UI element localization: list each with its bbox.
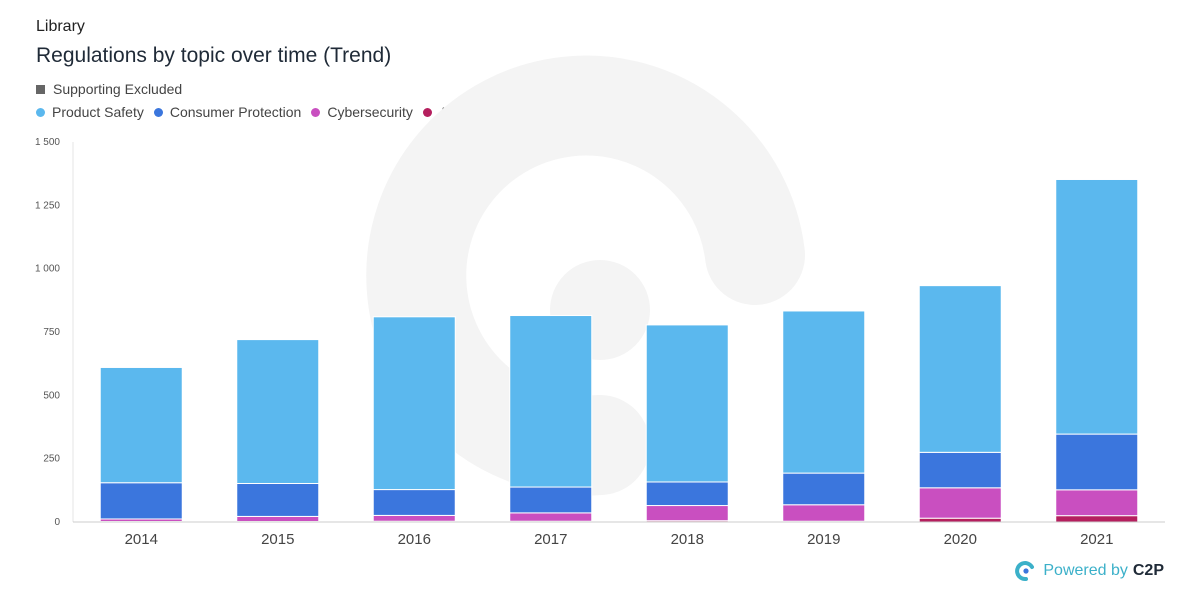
bar-product-safety-2015 bbox=[236, 339, 320, 484]
bar-consumer-protection-2020 bbox=[918, 451, 1002, 489]
bar-cybersecurity-2017 bbox=[509, 512, 593, 522]
bar-cybersecurity-2018 bbox=[645, 505, 729, 522]
c2p-brand: C2P bbox=[1132, 562, 1164, 579]
bar-product-safety-2016 bbox=[372, 316, 456, 491]
bar-cybersecurity-2021 bbox=[1055, 489, 1139, 517]
x-tick-label: 2018 bbox=[671, 531, 704, 548]
y-tick-label: 500 bbox=[43, 390, 60, 401]
x-axis: 2014 2015 2016 2017 2018 2019 2020 2021 bbox=[73, 521, 1165, 548]
page-header: Library Regulations by topic over time (… bbox=[36, 18, 391, 68]
bar-consumer-protection-2016 bbox=[372, 489, 456, 516]
square-icon bbox=[36, 84, 45, 94]
bar-consumer-protection-2021 bbox=[1055, 433, 1139, 491]
bar-consumer-protection-2015 bbox=[236, 482, 320, 517]
c2p-logo-icon bbox=[1015, 561, 1035, 582]
legend-item-product-safety[interactable]: Product Safety bbox=[36, 104, 144, 120]
x-tick-label: 2020 bbox=[944, 531, 977, 548]
bar-cybersecurity-2016 bbox=[372, 514, 456, 522]
y-tick-label: 1 500 bbox=[35, 137, 60, 148]
legend-label: Product Safety bbox=[52, 104, 144, 120]
bar-consumer-protection-2014 bbox=[99, 482, 183, 520]
bar-artificial-intelligence-2020 bbox=[918, 517, 1002, 523]
bar-cybersecurity-2019 bbox=[782, 504, 866, 522]
bar-product-safety-2017 bbox=[509, 315, 593, 488]
bar-product-safety-2021 bbox=[1055, 178, 1139, 435]
legend-item-consumer-protection[interactable]: Consumer Protection bbox=[153, 104, 302, 120]
legend-label: Cybersecurity bbox=[327, 104, 413, 120]
y-tick-label: 0 bbox=[54, 517, 60, 528]
y-tick-label: 250 bbox=[43, 454, 60, 465]
bar-artificial-intelligence-2021 bbox=[1055, 515, 1139, 523]
bar-product-safety-2019 bbox=[782, 310, 866, 474]
bars bbox=[99, 178, 1139, 523]
bar-consumer-protection-2017 bbox=[509, 486, 593, 514]
bar-cybersecurity-2015 bbox=[236, 515, 320, 522]
legend-dot-icon bbox=[311, 107, 321, 117]
supporting-excluded-label: Supporting Excluded bbox=[53, 81, 183, 97]
bar-consumer-protection-2019 bbox=[782, 472, 866, 506]
powered-by-label: Powered by bbox=[1043, 562, 1128, 579]
powered-by-c2p[interactable]: Powered by C2P bbox=[1015, 560, 1164, 582]
breadcrumb[interactable]: Library bbox=[36, 18, 85, 35]
y-axis: 0 250 500 750 1 000 1 250 1 500 bbox=[35, 137, 74, 528]
bar-product-safety-2020 bbox=[918, 285, 1002, 453]
legend-label: Consumer Protection bbox=[169, 104, 302, 120]
bar-product-safety-2018 bbox=[645, 324, 729, 483]
y-tick-label: 1 000 bbox=[35, 264, 60, 275]
x-tick-label: 2014 bbox=[125, 531, 158, 548]
x-tick-label: 2017 bbox=[534, 531, 567, 548]
bar-consumer-protection-2018 bbox=[645, 481, 729, 507]
legend-item-cybersecurity[interactable]: Cybersecurity bbox=[311, 104, 413, 120]
y-tick-label: 750 bbox=[43, 327, 60, 338]
bar-cybersecurity-2020 bbox=[918, 487, 1002, 519]
legend-dot-icon bbox=[153, 107, 163, 117]
x-tick-label: 2016 bbox=[398, 531, 431, 548]
supporting-excluded-toggle[interactable]: Supporting Excluded bbox=[36, 81, 182, 97]
bar-product-safety-2014 bbox=[99, 366, 183, 484]
legend-dot-icon bbox=[36, 107, 45, 117]
page-title: Regulations by topic over time (Trend) bbox=[36, 44, 392, 67]
x-tick-label: 2021 bbox=[1080, 531, 1113, 548]
x-tick-label: 2019 bbox=[807, 531, 840, 548]
x-tick-label: 2015 bbox=[261, 531, 294, 548]
legend-dot-icon bbox=[422, 107, 432, 117]
y-tick-label: 1 250 bbox=[35, 200, 60, 211]
